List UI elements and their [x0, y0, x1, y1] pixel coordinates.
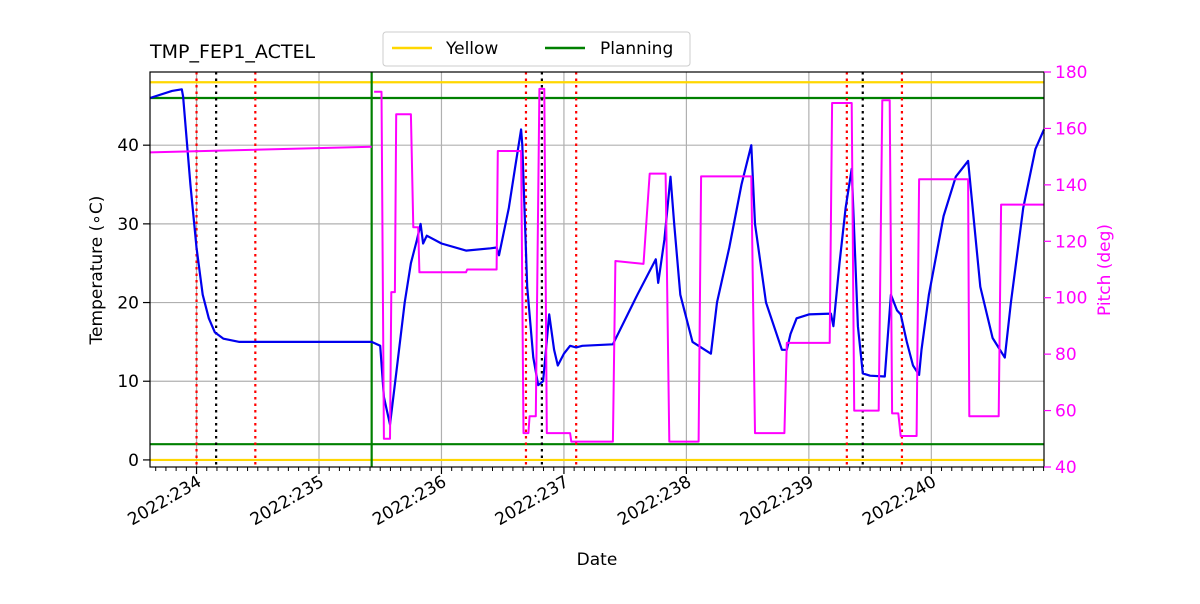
y-right-tick-label-7: 180	[1055, 63, 1087, 83]
legend: Yellow Planning	[382, 31, 691, 67]
series-lines	[149, 87, 1046, 443]
y-right-tick-label-4: 120	[1055, 232, 1087, 252]
event-markers	[195, 72, 904, 467]
x-axis-label: Date	[577, 550, 618, 570]
y-right-tick-label-5: 140	[1055, 176, 1087, 196]
y-left-tick-label-3: 30	[117, 215, 139, 235]
y-right-tick-label-0: 40	[1055, 458, 1077, 478]
y-left-tick-label-2: 20	[117, 294, 139, 314]
legend-box	[382, 31, 691, 67]
y-axis-label-left: Temperature (∘C)	[87, 196, 107, 346]
series-line-pitch	[149, 87, 1044, 443]
y-left-tick-label-1: 10	[117, 372, 139, 392]
y-left-tick-label-0: 0	[128, 451, 139, 471]
y-right-tick-label-6: 160	[1055, 119, 1087, 139]
legend-label-planning: Planning	[600, 39, 673, 59]
legend-label-yellow: Yellow	[445, 39, 498, 59]
plot-frame	[149, 71, 1045, 468]
series-line-temperature	[149, 88, 1046, 426]
y-right-tick-label-2: 80	[1055, 345, 1077, 365]
limit-lines	[150, 81, 1044, 462]
y-right-tick-label-1: 60	[1055, 402, 1077, 422]
y-right-tick-label-3: 100	[1055, 289, 1087, 309]
y-left-tick-label-4: 40	[117, 136, 139, 156]
chart-title: TMP_FEP1_ACTEL	[149, 41, 315, 63]
y-axis-label-right: Pitch (deg)	[1095, 224, 1115, 316]
